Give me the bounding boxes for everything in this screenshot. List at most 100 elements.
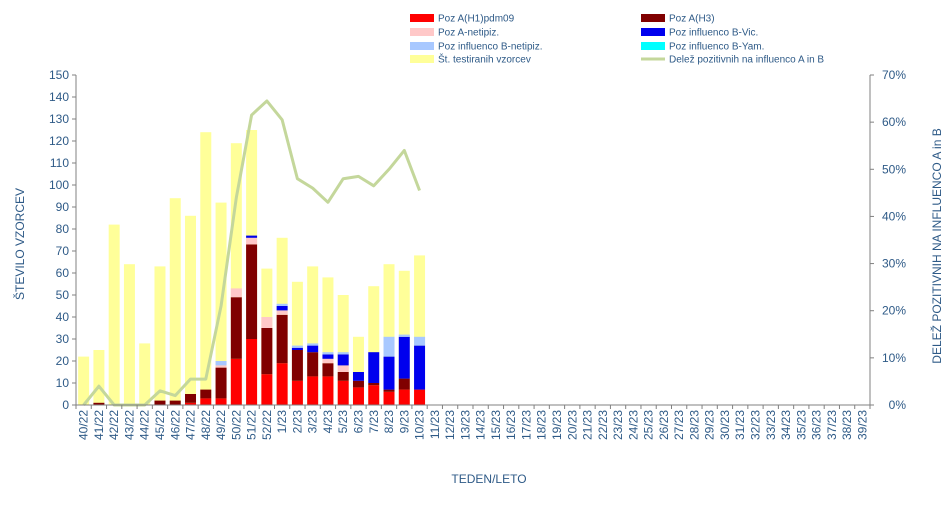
- y-tick-label: 10: [56, 376, 70, 390]
- x-tick-label: 6/23: [351, 410, 365, 434]
- bar-total-41/22: [93, 350, 105, 405]
- bar-total-40/22: [78, 356, 90, 405]
- bar-total-48/22: [200, 132, 212, 405]
- legend-swatch: [410, 28, 434, 36]
- bar-series4-10/23: [414, 336, 426, 346]
- bar-series0-50/22: [230, 358, 242, 405]
- bar-series1-46/22: [169, 400, 181, 405]
- y-axis-title: ŠTEVILO VZORCEV: [12, 188, 27, 300]
- bar-series1-4/23: [322, 363, 334, 377]
- y2-tick-label: 50%: [882, 162, 906, 176]
- x-tick-label: 47/22: [184, 410, 198, 440]
- legend-swatch: [641, 28, 665, 36]
- y-tick-label: 80: [56, 222, 70, 236]
- bar-series1-41/22: [93, 402, 105, 405]
- y-tick-label: 30: [56, 332, 70, 346]
- y-tick-label: 40: [56, 310, 70, 324]
- x-tick-label: 26/23: [657, 410, 671, 440]
- legend-label: Poz A(H1)pdm09: [438, 14, 515, 25]
- x-tick-label: 31/23: [733, 410, 747, 440]
- bar-series1-51/22: [246, 244, 258, 339]
- bar-series1-5/23: [337, 372, 349, 381]
- x-tick-label: 8/23: [382, 410, 396, 434]
- bar-series2-51/22: [246, 237, 258, 245]
- y-tick-label: 20: [56, 354, 70, 368]
- bars-layer: [78, 130, 426, 405]
- x-tick-label: 49/22: [214, 410, 228, 440]
- bar-series4-4/23: [322, 352, 334, 355]
- bar-series1-2/23: [291, 350, 303, 381]
- x-tick-label: 2/23: [290, 410, 304, 434]
- bar-series2-50/22: [230, 288, 242, 298]
- x-tick-label: 36/23: [810, 410, 824, 440]
- bar-total-47/22: [185, 215, 197, 405]
- y2-tick-label: 10%: [882, 351, 906, 365]
- x-tick-label: 42/22: [107, 410, 121, 440]
- bar-series0-9/23: [398, 389, 410, 405]
- y2-axis-title: DELEŽ POZITIVNIH NA INFLUENCO A in B: [929, 128, 944, 363]
- bar-series3-1/23: [276, 306, 288, 311]
- bar-series1-8/23: [383, 389, 395, 392]
- bar-series0-2/23: [291, 380, 303, 405]
- x-tick-label: 15/23: [489, 410, 503, 440]
- bar-series0-6/23: [352, 387, 364, 405]
- x-tick-label: 48/22: [199, 410, 213, 440]
- bar-series0-10/23: [414, 389, 426, 405]
- bar-total-4/23: [322, 277, 334, 405]
- bar-series0-51/22: [246, 339, 258, 405]
- bar-series1-7/23: [368, 383, 380, 386]
- bar-series2-5/23: [337, 365, 349, 372]
- x-tick-label: 50/22: [229, 410, 243, 440]
- x-tick-label: 45/22: [153, 410, 167, 440]
- x-tick-label: 28/23: [687, 410, 701, 440]
- x-tick-label: 39/23: [855, 410, 869, 440]
- x-tick-label: 14/23: [474, 410, 488, 440]
- x-tick-label: 37/23: [825, 410, 839, 440]
- x-tick-label: 30/23: [718, 410, 732, 440]
- x-tick-label: 9/23: [397, 410, 411, 434]
- legend-label: Poz A(H3): [669, 14, 715, 25]
- x-tick-label: 29/23: [703, 410, 717, 440]
- x-tick-label: 33/23: [764, 410, 778, 440]
- legend-label: Delež pozitivnih na influenco A in B: [669, 55, 824, 66]
- y-tick-label: 60: [56, 266, 70, 280]
- bar-total-8/23: [383, 264, 395, 405]
- x-tick-label: 11/23: [428, 410, 442, 439]
- y2-tick-label: 60%: [882, 115, 906, 129]
- bar-series0-8/23: [383, 391, 395, 405]
- bar-series3-3/23: [307, 345, 319, 353]
- bar-series1-47/22: [185, 394, 197, 403]
- legend-swatch: [410, 14, 434, 22]
- legend-swatch: [410, 55, 434, 63]
- bar-series2-1/23: [276, 310, 288, 315]
- y2-tick-label: 0%: [889, 398, 907, 412]
- y2-tick-label: 70%: [882, 68, 906, 82]
- legend-label: Poz A-netipiz.: [438, 28, 499, 39]
- bar-total-10/23: [414, 255, 426, 405]
- legend-entry-5: Poz influenco B-Yam.: [641, 42, 764, 53]
- bar-total-45/22: [154, 266, 166, 405]
- bar-series1-49/22: [215, 367, 227, 399]
- x-tick-label: 23/23: [611, 410, 625, 440]
- bar-series0-3/23: [307, 376, 319, 405]
- bar-series0-47/22: [185, 402, 197, 405]
- bar-series4-9/23: [398, 334, 410, 337]
- bar-series4-1/23: [276, 303, 288, 306]
- bar-series1-52/22: [261, 328, 273, 375]
- legend-entry-6: Št. testiranih vzorcev: [410, 53, 531, 66]
- bar-series3-51/22: [246, 235, 258, 238]
- x-tick-label: 21/23: [581, 410, 595, 440]
- y-tick-label: 110: [50, 156, 69, 170]
- legend-entry-3: Poz influenco B-Vic.: [641, 28, 758, 39]
- x-tick-label: 17/23: [519, 410, 533, 440]
- y-tick-label: 100: [49, 178, 69, 192]
- bar-series0-52/22: [261, 374, 273, 405]
- y-tick-label: 0: [62, 398, 69, 412]
- y-tick-label: 90: [56, 200, 70, 214]
- x-tick-label: 13/23: [458, 410, 472, 440]
- bar-series1-3/23: [307, 352, 319, 377]
- x-tick-label: 41/22: [92, 410, 106, 440]
- x-tick-label: 20/23: [565, 410, 579, 440]
- legend-label: Poz influenco B-Vic.: [669, 28, 758, 39]
- y2-tick-label: 40%: [882, 209, 906, 223]
